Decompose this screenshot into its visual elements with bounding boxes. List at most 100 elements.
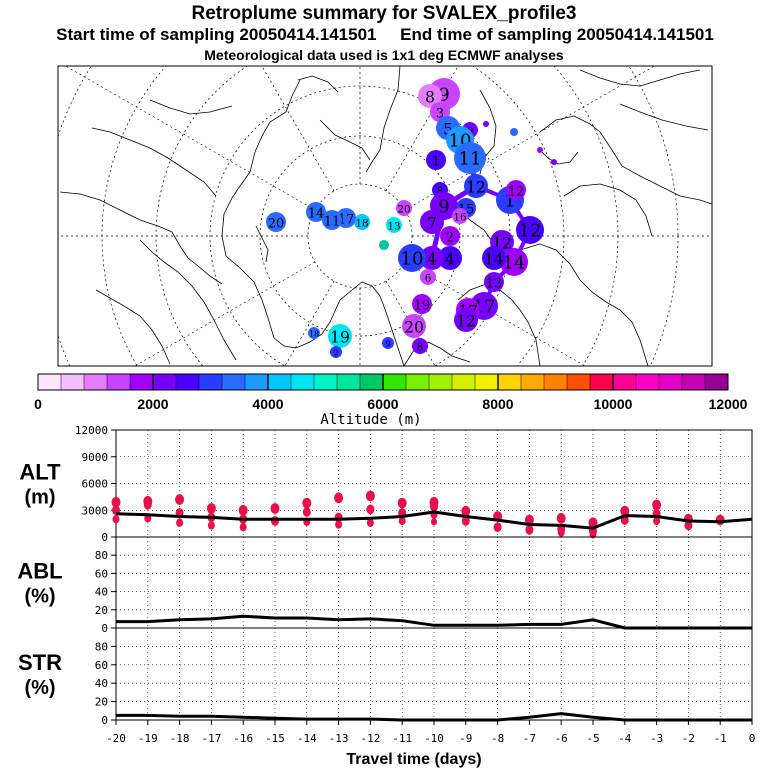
colorbar-tick-label: 12000 [709,396,748,412]
plume-day-label: 13 [486,277,503,292]
retroplume-markers: 9835911011128915112121214141317171244106… [266,78,557,358]
colorbar-swatch [337,374,361,390]
plume-day-label: 19 [414,299,431,314]
plume-day-label: 8 [425,89,435,107]
panel-ylabel-unit: (%) [24,677,55,699]
plume-cluster-marker [510,128,518,136]
colorbar-swatch [176,374,200,390]
release-site-marker [379,240,389,250]
x-tick-label: -12 [360,732,380,745]
colorbar-tick-label: 0 [34,396,42,412]
altitude-scatter-point [493,522,502,532]
altitude-colorbar: 0 2000 4000 6000 8000 10000 12000 [34,373,748,412]
plume-cluster-marker [506,180,526,200]
colorbar-swatch [245,374,269,390]
x-tick-label: -10 [424,732,444,745]
colorbar-swatch [314,374,338,390]
x-tick-label: -4 [618,732,632,745]
colorbar-swatch [61,374,85,390]
coastline [599,131,712,205]
coastline [273,321,331,349]
coastline [619,103,709,131]
plume-day-label: 9 [438,85,449,106]
colorbar-swatch [544,374,568,390]
altitude-scatter-point [239,522,247,532]
plume-cluster-marker [420,246,444,270]
start-time-label: Start time of sampling 20050414.141501 [56,25,377,44]
plume-cluster-marker [426,150,446,170]
plume-cluster-marker [454,142,486,174]
met-data-label: Meteorological data used is 1x1 deg ECMW… [204,47,564,63]
plume-day-label: 12 [466,179,486,197]
coastline [171,231,223,285]
plume-day-label: 19 [330,329,350,347]
coastline [519,243,649,366]
panel-frame [115,627,753,721]
plume-cluster-marker [308,327,320,339]
plume-cluster-marker [328,324,352,348]
x-tick-label: -20 [106,732,126,745]
x-tick-label: -3 [650,732,663,745]
time-series-panels: 030006000900012000ALT(m)020406080ABL(%)0… [17,424,755,768]
coastline [255,225,269,263]
plume-cluster-marker [420,269,436,285]
plume-day-label: 4 [445,251,455,269]
x-tick-label: -17 [201,732,221,745]
series-line-alt [115,510,753,530]
x-tick-label: -14 [297,732,317,745]
plume-cluster-marker [386,217,402,233]
x-tick-label: -7 [523,732,536,745]
coastline [539,149,579,165]
coastline [249,79,301,173]
altitude-scatter-point [430,501,438,512]
x-tick-label: -18 [170,732,190,745]
altitude-scatter-point [557,528,565,537]
plume-cluster-marker [418,84,442,108]
plume-cluster-marker [452,208,468,224]
altitude-scatter-point [335,520,343,529]
coastline [563,183,653,237]
coastline [139,239,237,361]
x-tick-label: -5 [586,732,599,745]
x-tick-label: -13 [329,732,349,745]
plume-cluster-marker [537,147,543,153]
x-tick-label: -9 [459,732,472,745]
colorbar-swatch [268,374,292,390]
colorbar-swatch [38,374,62,390]
altitude-scatter-point [653,516,661,526]
y-tick-label: 3000 [82,504,109,517]
plume-day-label: 12 [519,221,542,242]
colorbar-swatch [567,374,591,390]
altitude-scatter-point [112,514,120,524]
colorbar-swatch [153,374,177,390]
altitude-scatter-point [175,494,185,505]
altitude-scatter-point [397,497,407,509]
plume-cluster-marker [382,337,394,349]
y-tick-label: 0 [101,531,108,544]
colorbar-tick-label: 10000 [594,396,633,412]
plume-day-label: 2 [333,348,338,357]
plume-cluster-marker [483,121,489,127]
y-tick-label: 40 [95,677,108,690]
colorbar-swatch [590,374,614,390]
altitude-scatter-point [302,507,311,517]
plume-day-label: 8 [437,185,444,197]
y-tick-label: 80 [95,640,108,653]
colorbar-tick-label: 6000 [367,396,398,412]
y-tick-label: 12000 [75,424,108,437]
plume-day-label: 12 [456,313,476,331]
plume-day-label: 6 [425,272,432,284]
colorbar-swatch [291,374,315,390]
colorbar-swatch [705,374,729,390]
colorbar-swatch [199,374,223,390]
coastline [403,341,471,366]
y-tick-label: 40 [95,586,108,599]
x-tick-label: -19 [138,732,158,745]
colorbar-tick-label: 2000 [137,396,168,412]
plume-cluster-marker [438,246,462,270]
plume-day-label: 14 [484,251,504,269]
colorbar-swatch [383,374,407,390]
altitude-scatter-point [525,525,534,535]
